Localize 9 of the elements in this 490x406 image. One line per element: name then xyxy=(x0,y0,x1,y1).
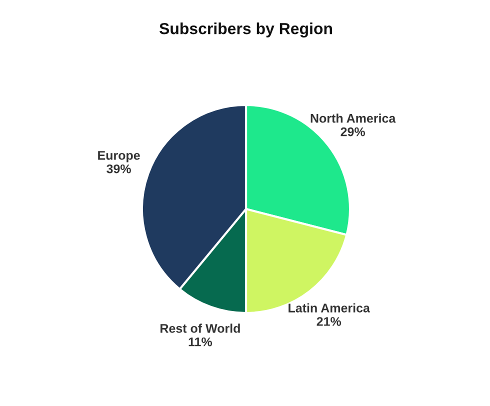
slice-label: Rest of World xyxy=(160,324,240,333)
slice-label: Europe xyxy=(98,151,140,162)
data-label: 11% xyxy=(188,337,212,346)
data-label: 21% xyxy=(316,317,342,326)
slice-label: North America xyxy=(310,114,396,123)
data-label: 29% xyxy=(340,127,366,136)
slice-label: Latin America xyxy=(288,303,370,312)
chart-title: Subscribers by Region xyxy=(159,22,332,38)
data-label: 39% xyxy=(106,164,131,174)
